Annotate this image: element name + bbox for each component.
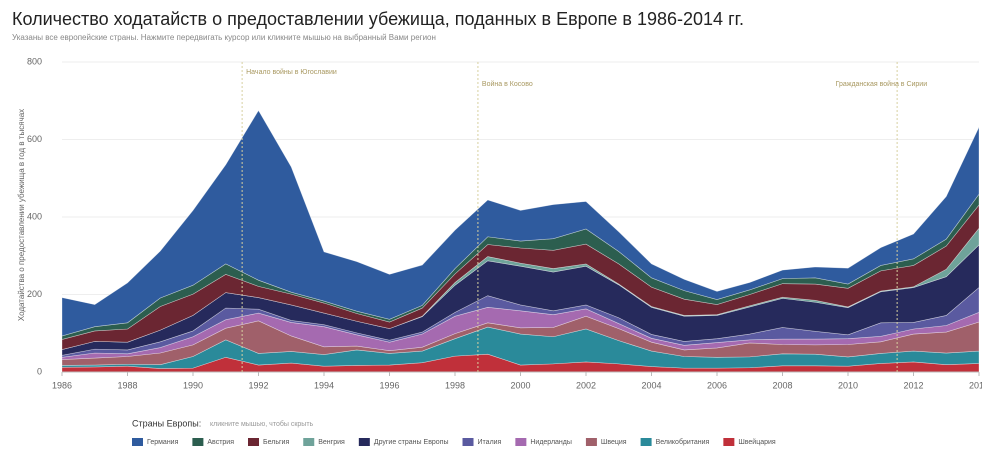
y-tick-label: 600 xyxy=(27,134,42,144)
x-tick-label: 2008 xyxy=(772,380,792,390)
y-tick-label: 400 xyxy=(27,211,42,221)
x-tick-label: 2002 xyxy=(576,380,596,390)
legend-label: Великобритания xyxy=(656,438,710,446)
legend-swatch xyxy=(462,438,474,446)
legend-swatch xyxy=(723,438,735,446)
legend-swatch xyxy=(132,438,143,446)
annotation-text: Война в Косово xyxy=(482,80,533,88)
y-tick-label: 200 xyxy=(27,289,42,299)
legend-label: Германия xyxy=(147,439,179,446)
legend-swatch xyxy=(358,438,370,446)
chart-title: Количество ходатайств о предоставлении у… xyxy=(12,9,744,29)
legend-swatch xyxy=(515,438,527,446)
legend-label: Австрия xyxy=(207,439,234,446)
legend-title: Страны Европы: xyxy=(132,418,201,428)
x-tick-label: 2006 xyxy=(707,380,727,390)
legend-swatch xyxy=(192,438,204,446)
x-tick-label: 2014 xyxy=(969,380,982,390)
y-axis-label: Ходатайства о предоставлении убежища в г… xyxy=(17,109,26,321)
legend-label: Другие страны Европы xyxy=(374,439,449,446)
legend-label: Италия xyxy=(478,439,502,446)
x-tick-label: 1992 xyxy=(248,380,268,390)
legend-hint: кликните мышью, чтобы скрыть xyxy=(210,420,314,428)
legend-label: Венгрия xyxy=(318,439,345,446)
legend-swatch xyxy=(640,438,652,446)
x-tick-label: 1990 xyxy=(183,380,203,390)
x-tick-label: 1998 xyxy=(445,380,465,390)
annotation-text: Начало войны в Югославии xyxy=(246,68,337,76)
area xyxy=(61,109,980,337)
legend-label: Швеция xyxy=(601,439,627,446)
legend-label: Бельгия xyxy=(263,439,289,446)
legend-swatch xyxy=(585,438,597,446)
legend-swatch xyxy=(248,438,259,446)
y-tick-label: 800 xyxy=(27,56,42,66)
x-tick-label: 2012 xyxy=(903,380,923,390)
annotation-text: Гражданская война в Сирии xyxy=(836,80,928,88)
x-tick-label: 2004 xyxy=(641,380,661,390)
legend-swatch xyxy=(303,438,315,446)
y-tick-label: 0 xyxy=(37,366,42,376)
x-tick-label: 1988 xyxy=(117,380,137,390)
legend-label: Швейцария xyxy=(738,438,776,446)
x-tick-label: 2000 xyxy=(510,380,530,390)
x-tick-label: 1986 xyxy=(52,380,72,390)
chart-subtitle: Указаны все европейские страны. Нажмите … xyxy=(12,33,436,42)
x-tick-label: 1994 xyxy=(314,380,334,390)
legend-label: Нидерланды xyxy=(530,439,572,446)
x-tick-label: 2010 xyxy=(838,380,858,390)
x-tick-label: 1996 xyxy=(379,380,399,390)
